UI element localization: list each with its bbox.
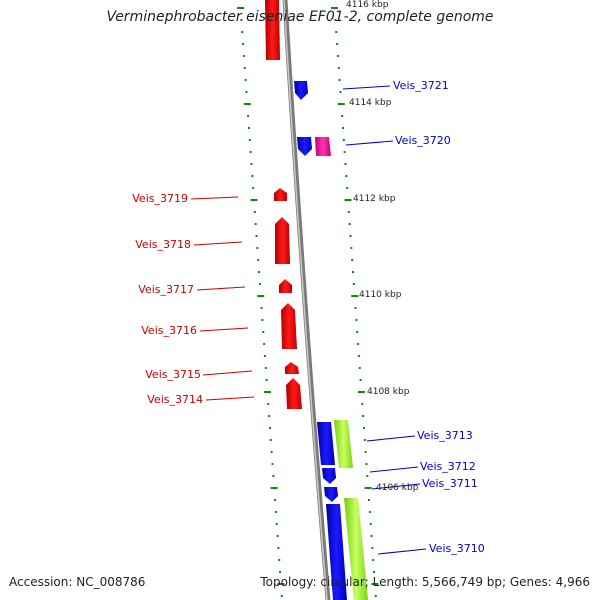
leader-veis-3721 <box>342 85 391 90</box>
scale-labels: 4116 kbp 4114 kbp 4112 kbp 4110 kbp 4108… <box>346 0 419 493</box>
gene-arrow-veis-3717 <box>279 279 292 293</box>
gene-label-veis-3718[interactable]: Veis_3718 <box>135 238 191 251</box>
gene-arrow-veis-3713 <box>317 422 335 465</box>
gene-arrow-veis-3714 <box>286 378 302 409</box>
genome-backbone <box>282 0 331 600</box>
leader-veis-3710 <box>377 548 427 555</box>
feature-bar-veis-3713 <box>334 420 353 468</box>
gene-arrow-veis-3711 <box>324 487 338 502</box>
gene-label-veis-3714[interactable]: Veis_3714 <box>147 393 203 406</box>
scale-label-4112: 4112 kbp <box>353 194 396 204</box>
gene-label-veis-3716[interactable]: Veis_3716 <box>141 324 197 337</box>
rna-gene-veis-3720 <box>315 137 331 156</box>
leader-veis-3715 <box>202 370 253 376</box>
gene-arrow-veis-3716 <box>281 303 297 349</box>
accession-text: Accession: NC_008786 <box>9 575 146 589</box>
leader-veis-3718 <box>193 241 243 246</box>
leader-veis-3711 <box>371 483 421 490</box>
scale-label-4106: 4106 kbp <box>376 483 419 493</box>
reverse-strand-genes <box>265 0 302 409</box>
gene-label-veis-3717[interactable]: Veis_3717 <box>138 283 194 296</box>
gene-arrow-veis-3715 <box>285 362 299 374</box>
scale-label-4108: 4108 kbp <box>367 387 410 397</box>
gene-arrow-veis-3710 <box>326 504 347 600</box>
leader-veis-3714 <box>205 396 255 401</box>
gene-labels: Veis_3721 Veis_3720 Veis_3719 Veis_3718 … <box>132 79 484 555</box>
forward-strand-genes <box>294 81 368 600</box>
gene-label-veis-3713[interactable]: Veis_3713 <box>417 429 473 442</box>
gene-arrow-veis-3718 <box>275 217 290 264</box>
scale-label-4110: 4110 kbp <box>359 290 402 300</box>
gene-arrow-veis-3720 <box>297 137 312 156</box>
gene-label-veis-3711[interactable]: Veis_3711 <box>422 477 478 490</box>
tick-marks <box>237 7 379 597</box>
leader-veis-3713 <box>366 435 416 442</box>
genome-backbone-highlight <box>283 0 328 600</box>
gene-label-veis-3710[interactable]: Veis_3710 <box>429 542 485 555</box>
genome-title: Verminephrobacter eiseniae EF01-2, compl… <box>106 9 494 25</box>
gene-arrow-veis-3712 <box>322 468 336 484</box>
gene-label-veis-3721[interactable]: Veis_3721 <box>393 79 449 92</box>
gene-arrow-veis-3719 <box>274 188 287 201</box>
gene-arrow-reverse <box>265 0 280 60</box>
genome-summary-text: Topology: circular; Length: 5,566,749 bp… <box>260 575 590 589</box>
feature-bar-veis-3710 <box>344 498 368 600</box>
leader-veis-3712 <box>369 466 419 473</box>
gene-label-veis-3719[interactable]: Veis_3719 <box>132 192 188 205</box>
leader-veis-3717 <box>196 286 246 291</box>
leader-veis-3716 <box>199 327 249 332</box>
gene-label-veis-3715[interactable]: Veis_3715 <box>145 368 201 381</box>
gene-label-veis-3712[interactable]: Veis_3712 <box>420 460 476 473</box>
gene-label-veis-3720[interactable]: Veis_3720 <box>395 134 451 147</box>
scale-label-4116: 4116 kbp <box>346 0 389 10</box>
gene-arrow-veis-3721 <box>294 81 308 100</box>
label-leaders <box>190 85 427 555</box>
leader-veis-3720 <box>345 140 394 146</box>
scale-label-4114: 4114 kbp <box>349 98 392 108</box>
leader-veis-3719 <box>190 196 239 200</box>
